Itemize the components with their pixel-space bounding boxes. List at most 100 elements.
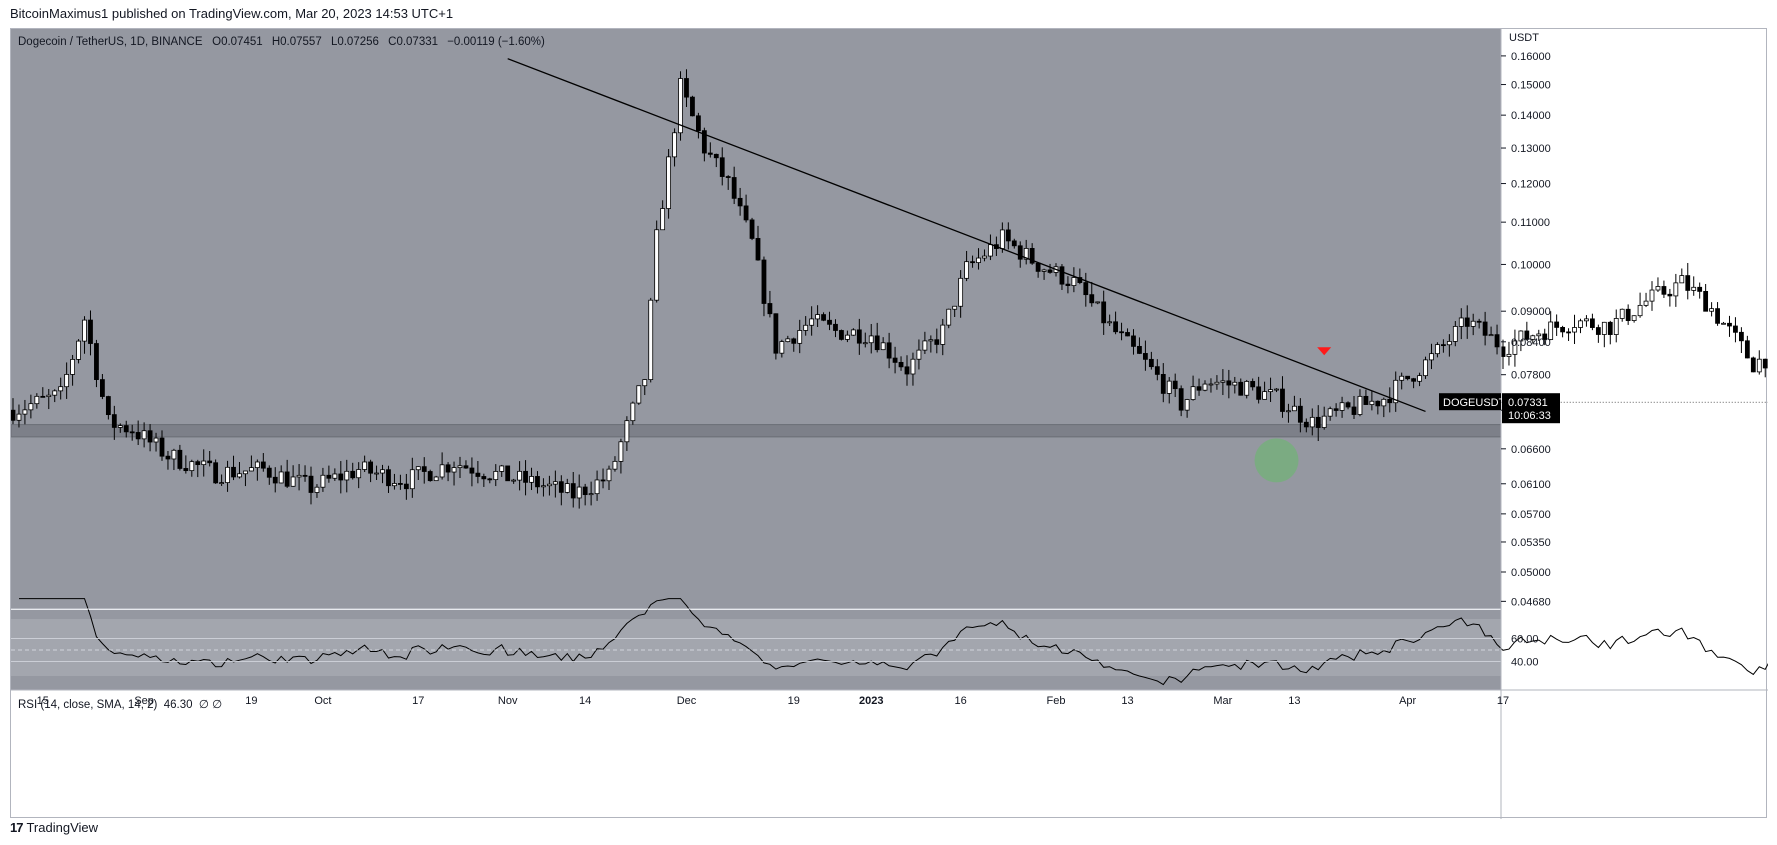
main-pane-background xyxy=(11,29,1501,609)
candle-body xyxy=(254,461,260,469)
candle-body xyxy=(1059,266,1065,285)
candle-body xyxy=(958,277,964,307)
y-tick-label: 0.09000 xyxy=(1511,306,1551,318)
candle-body xyxy=(713,153,719,159)
candle-body xyxy=(70,359,75,375)
candle-body xyxy=(1166,380,1172,394)
candle-body xyxy=(1655,286,1661,291)
candle-body xyxy=(213,462,219,484)
candle-body xyxy=(970,261,975,264)
candle-body xyxy=(743,205,749,221)
candle-body xyxy=(856,329,862,344)
candle-body xyxy=(1762,358,1768,369)
candle-body xyxy=(1429,353,1434,361)
candle-body xyxy=(749,219,755,239)
candle-body xyxy=(1125,332,1130,337)
candle-body xyxy=(803,324,809,331)
candle-body xyxy=(243,470,248,475)
time-axis[interactable]: 15 Sep 19 Oct 17 Nov 14 Dec 19 2023 16 Feb 13 Mar 13 Ap… xyxy=(37,695,1509,707)
candle-body xyxy=(350,470,356,479)
candle-body xyxy=(111,414,117,428)
candle-body xyxy=(731,177,737,199)
price-chart[interactable]: 0.16000 0.15000 0.14000 0.13000 0.12000 0.110… xyxy=(11,29,1768,819)
candle-body xyxy=(1309,416,1315,428)
rsi-value: 46.30 xyxy=(163,699,193,711)
candle-body xyxy=(1131,335,1136,347)
candle-body xyxy=(344,470,350,481)
footer-brand[interactable]: 17 TradingView xyxy=(10,820,98,835)
candle-body xyxy=(940,324,946,345)
candle-body xyxy=(338,473,344,481)
candle-body xyxy=(672,132,677,158)
candle-body xyxy=(260,461,266,469)
candle-body xyxy=(928,339,934,342)
candle-body xyxy=(34,395,40,405)
change-value: −0.00119 (−1.60%) xyxy=(447,36,545,48)
candle-body xyxy=(862,342,868,345)
candle-body xyxy=(314,486,320,493)
bullish-highlight-circle xyxy=(1254,438,1299,483)
candle-body xyxy=(636,385,642,404)
symbol-title[interactable]: Dogecoin / TetherUS, 1D, BINANCE xyxy=(18,36,203,48)
candle-body xyxy=(761,259,767,304)
candle-body xyxy=(1262,391,1267,400)
candle-body xyxy=(123,425,129,433)
candle-body xyxy=(785,338,791,343)
candle-body xyxy=(1315,416,1321,428)
price-axis[interactable]: 0.16000 0.15000 0.14000 0.13000 0.12000 0.110… xyxy=(1501,51,1551,608)
rsi-line xyxy=(19,598,1768,686)
y-tick-label: 0.04680 xyxy=(1511,596,1551,608)
candle-body xyxy=(1089,294,1095,304)
support-zone-layer xyxy=(11,424,1502,438)
candle-body xyxy=(159,437,165,457)
candle-body xyxy=(1643,300,1649,306)
candle-body xyxy=(827,319,832,325)
candle-body xyxy=(1387,398,1393,404)
trendline-layer xyxy=(507,58,1426,413)
candle-body xyxy=(1500,346,1506,357)
rsi-axis[interactable]: 60.00 40.00 xyxy=(1511,634,1539,669)
candle-body xyxy=(415,466,421,471)
candle-body xyxy=(290,476,296,487)
annotation-layer xyxy=(1254,347,1332,483)
candle-body xyxy=(1506,353,1512,357)
candle-body xyxy=(1101,301,1107,324)
candle-body xyxy=(284,471,290,487)
y-tick-label: 0.13000 xyxy=(1511,143,1551,155)
candle-body xyxy=(815,314,820,320)
candle-body xyxy=(660,208,666,231)
candle-body xyxy=(88,319,93,344)
candle-body xyxy=(904,366,910,375)
chart-frame: 0.16000 0.15000 0.14000 0.13000 0.12000 0.110… xyxy=(10,28,1768,819)
candle-body xyxy=(1369,400,1375,405)
candle-body xyxy=(1488,334,1494,337)
candle-body xyxy=(1685,275,1691,291)
candle-body xyxy=(100,379,105,397)
candle-body xyxy=(499,465,505,472)
y-tick-label: 0.06600 xyxy=(1511,444,1551,456)
symbol-legend: Dogecoin / TetherUS, 1D, BINANCE O0.0745… xyxy=(18,36,551,48)
candles-layer[interactable] xyxy=(11,69,1768,509)
candle-body xyxy=(1530,335,1536,340)
candle-body xyxy=(707,152,713,155)
candle-body xyxy=(1399,375,1405,381)
candle-body xyxy=(511,479,517,482)
candle-body xyxy=(1286,410,1291,413)
candle-body xyxy=(1572,327,1577,333)
candle-body xyxy=(16,413,22,421)
candle-body xyxy=(1011,240,1017,247)
candle-body xyxy=(1363,395,1369,405)
candle-body xyxy=(624,420,630,443)
candle-body xyxy=(58,386,64,392)
candle-body xyxy=(1005,229,1011,242)
candle-body xyxy=(1083,282,1089,296)
x-tick-label: Dec xyxy=(677,695,697,707)
candle-body xyxy=(898,361,904,368)
candle-body xyxy=(1357,395,1363,415)
candle-body xyxy=(976,257,981,264)
rsi-title[interactable]: RSI (14, close, SMA, 14, 2) xyxy=(18,699,158,711)
candle-body xyxy=(1297,405,1303,423)
candle-body xyxy=(1548,321,1554,340)
candle-body xyxy=(755,238,761,261)
